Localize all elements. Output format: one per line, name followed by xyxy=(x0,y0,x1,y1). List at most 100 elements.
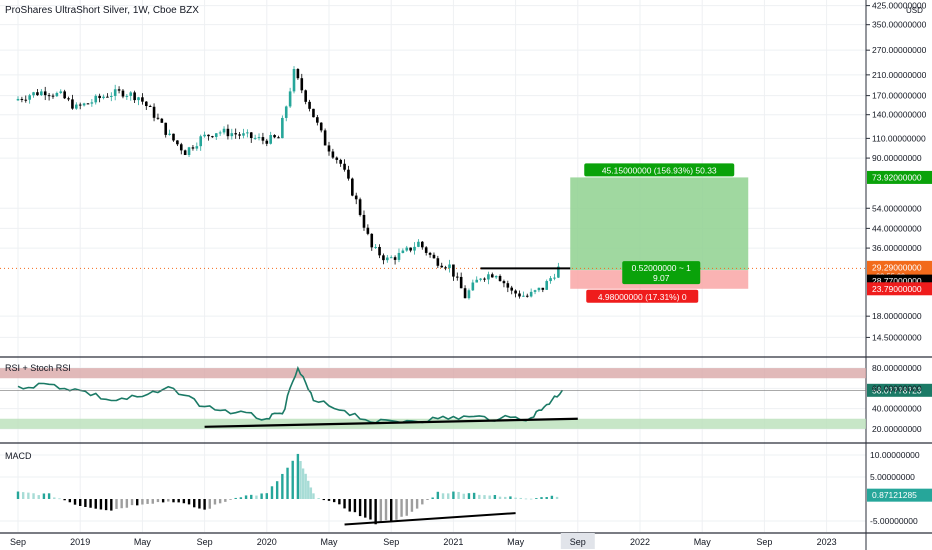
loss-label: 4.98000000 (17.31%) 0 xyxy=(586,289,699,303)
rsi-divergence-line[interactable] xyxy=(204,417,578,428)
macd-histogram-bar xyxy=(156,499,160,503)
macd-histogram-bar xyxy=(187,499,191,505)
candle-body xyxy=(366,227,370,234)
macd-histogram-bar xyxy=(296,453,300,499)
macd-histogram-bar xyxy=(452,491,455,499)
ratio-label: 0.52000000 ~ 1 9.07 xyxy=(622,261,701,285)
macd-histogram-bar xyxy=(307,480,310,499)
candle-body xyxy=(424,247,428,253)
candle-body xyxy=(47,95,51,97)
candle-body xyxy=(176,140,179,145)
candle-body xyxy=(144,101,148,107)
candle-body xyxy=(436,258,440,266)
candle-body xyxy=(312,108,315,118)
candle-body xyxy=(164,122,168,135)
macd-histogram-bar xyxy=(317,498,320,499)
macd-histogram-bar xyxy=(115,499,118,509)
macd-histogram-bar xyxy=(42,493,46,499)
macd-histogram xyxy=(16,453,559,525)
candle-body xyxy=(557,266,560,278)
macd-histogram-bar xyxy=(141,499,144,505)
candle-body xyxy=(110,95,113,97)
candle-body xyxy=(141,97,144,102)
price-axis-tick: 110.00000000 xyxy=(872,133,926,143)
macd-histogram-bar xyxy=(550,495,554,499)
candle-body xyxy=(102,96,105,99)
candle-body xyxy=(518,293,521,297)
candle-body xyxy=(553,277,556,279)
candle-body xyxy=(490,274,494,278)
candle-body xyxy=(304,90,307,102)
rsi-axis-tick: 60.00000000 xyxy=(872,383,922,393)
candle-body xyxy=(207,134,210,137)
candle-body xyxy=(106,96,109,98)
rsi-axis: 80.00000000 60.00000000 40.00000000 20.0000… xyxy=(872,363,922,434)
candle-body xyxy=(277,137,280,139)
macd-histogram-bar xyxy=(120,499,123,509)
candle-body xyxy=(253,137,257,139)
macd-histogram-bar xyxy=(309,487,313,499)
candle-body xyxy=(522,295,525,297)
candle-body xyxy=(339,159,342,164)
macd-histogram-bar xyxy=(229,499,232,500)
macd-histogram-bar xyxy=(545,497,548,499)
macd-histogram-bar xyxy=(63,499,66,501)
candle-body xyxy=(187,147,191,156)
macd-histogram-bar xyxy=(291,460,294,499)
candle-body xyxy=(428,252,432,255)
candle-body xyxy=(319,122,323,131)
macd-histogram-bar xyxy=(21,492,25,499)
macd-histogram-bar xyxy=(343,499,346,509)
macd-histogram-bar xyxy=(73,499,77,505)
macd-histogram-bar xyxy=(338,499,341,505)
macd-histogram-bar xyxy=(286,467,289,499)
price-axis-tick: 350.00000000 xyxy=(872,20,927,30)
candle-body xyxy=(137,97,140,101)
candle-body xyxy=(331,151,335,158)
candle-body xyxy=(269,135,272,144)
candle-body xyxy=(354,195,358,200)
candle-body xyxy=(432,254,436,259)
stop-price-text: 23.79000000 xyxy=(872,284,922,294)
candle-body xyxy=(335,157,339,160)
candle-body xyxy=(525,295,529,297)
profit-label-text: 45.15000000 (156.93%) 50.33 xyxy=(602,165,717,175)
macd-histogram-bar xyxy=(167,499,170,502)
time-axis-tick: May xyxy=(694,537,712,547)
macd-histogram-bar xyxy=(151,499,154,504)
candle-body xyxy=(24,99,28,101)
macd-histogram-bar xyxy=(208,499,211,509)
macd-histogram-bar xyxy=(244,495,248,499)
time-axis-tick: 2020 xyxy=(257,537,277,547)
candle-body xyxy=(179,144,183,151)
candle-body xyxy=(479,278,482,280)
candle-body xyxy=(308,101,311,109)
candle-body xyxy=(226,128,230,137)
chart-title: ProShares UltraShort Silver, 1W, Cboe BZ… xyxy=(5,5,199,16)
take-profit-zone[interactable] xyxy=(570,177,749,271)
candle-body xyxy=(43,91,47,96)
macd-divergence-line[interactable] xyxy=(344,512,516,526)
macd-value-text: 0.87121285 xyxy=(872,490,917,500)
candle-body xyxy=(459,276,463,289)
macd-histogram-bar xyxy=(519,497,522,499)
time-axis[interactable]: Sep 2019 May Sep 2020 May Sep 2021 May Sep 2022 May… xyxy=(10,533,837,549)
macd-histogram-bar xyxy=(488,495,491,499)
candle-body xyxy=(230,133,234,137)
price-axis[interactable]: 425.00000000 350.00000000 270.00000000 210.… xyxy=(866,1,927,343)
price-axis-tick: 54.00000000 xyxy=(872,203,922,213)
candle-body xyxy=(51,95,55,97)
candle-body xyxy=(455,276,459,278)
candle-body xyxy=(292,69,296,92)
macd-histogram-bar xyxy=(322,499,326,501)
candle-body xyxy=(78,104,82,106)
candle-body xyxy=(90,102,94,104)
candle-body xyxy=(55,92,59,97)
macd-histogram-bar xyxy=(89,499,92,508)
macd-histogram-bar xyxy=(32,493,35,499)
macd-histogram-bar xyxy=(441,493,445,499)
candle-body xyxy=(397,252,401,260)
candle-body xyxy=(117,89,121,91)
macd-histogram-bar xyxy=(58,498,61,500)
